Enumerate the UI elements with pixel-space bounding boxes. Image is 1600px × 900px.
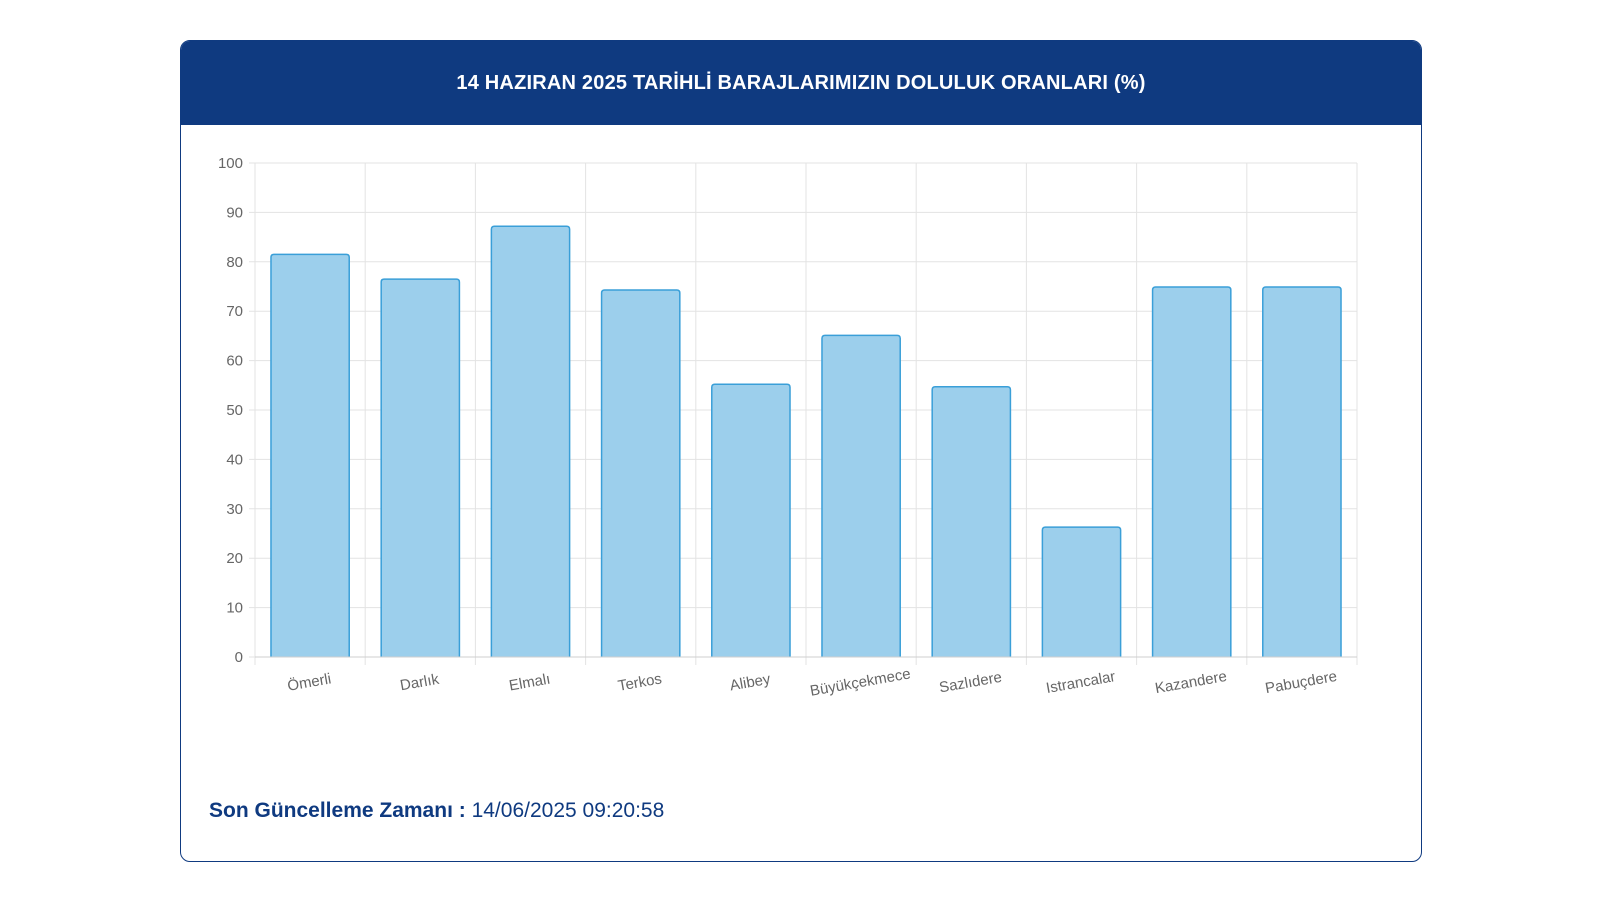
- bar-outline: [490, 225, 571, 657]
- x-tick-label: Elmalı: [508, 671, 552, 695]
- bar: [932, 386, 1011, 657]
- card-header: 14 HAZIRAN 2025 TARİHLİ BARAJLARIMIZIN D…: [181, 41, 1421, 125]
- chart-title: 14 HAZIRAN 2025 TARİHLİ BARAJLARIMIZIN D…: [456, 71, 1146, 94]
- last-update: Son Güncelleme Zamanı : 14/06/2025 09:20…: [209, 799, 664, 823]
- x-tick-label: Sazlıdere: [938, 669, 1003, 697]
- bar: [491, 226, 570, 657]
- x-tick-label: Istrancalar: [1045, 668, 1117, 697]
- y-tick-label: 50: [226, 402, 243, 419]
- y-tick-label: 10: [226, 600, 243, 617]
- x-tick-label: Pabuçdere: [1264, 668, 1338, 697]
- last-update-label: Son Güncelleme Zamanı :: [209, 799, 466, 822]
- y-tick-label: 20: [226, 550, 243, 567]
- x-tick-label: Alibey: [729, 671, 773, 695]
- last-update-timestamp: 14/06/2025 09:20:58: [471, 799, 665, 822]
- x-tick-label: Büyükçekmece: [809, 665, 912, 699]
- y-tick-label: 0: [235, 649, 243, 666]
- y-tick-label: 70: [226, 303, 243, 320]
- y-tick-label: 30: [226, 501, 243, 518]
- bar-outline: [1262, 286, 1342, 657]
- x-tick-label: Terkos: [617, 670, 663, 694]
- bar: [381, 279, 460, 657]
- bar-outline: [931, 386, 1012, 657]
- bar: [821, 335, 901, 657]
- bar-outline: [711, 383, 791, 657]
- bar: [1262, 286, 1342, 657]
- bar: [601, 289, 680, 657]
- bar: [270, 254, 350, 657]
- bar-outline: [270, 253, 350, 657]
- y-tick-label: 40: [226, 451, 243, 468]
- bar: [711, 384, 791, 657]
- bar: [1152, 286, 1231, 657]
- x-tick-label: Kazandere: [1154, 668, 1228, 697]
- bar-outline: [1151, 286, 1232, 657]
- y-tick-label: 90: [226, 204, 243, 221]
- bar: [1042, 527, 1121, 657]
- y-tick-label: 80: [226, 254, 243, 271]
- bar-outline: [1041, 526, 1122, 657]
- bar-outline: [600, 289, 681, 657]
- x-tick-label: Ömerli: [286, 669, 333, 694]
- bar-outline: [380, 278, 461, 657]
- bar-chart: 0 10 20 30 40 50 60 70 80 90 100 Ömerli Darlık Elmalı…: [218, 155, 1358, 700]
- chart-card: 14 HAZIRAN 2025 TARİHLİ BARAJLARIMIZIN D…: [180, 40, 1422, 862]
- y-tick-label: 100: [218, 155, 243, 172]
- y-tick-label: 60: [226, 353, 243, 370]
- x-tick-label: Darlık: [399, 671, 441, 695]
- bar-outline: [821, 334, 901, 657]
